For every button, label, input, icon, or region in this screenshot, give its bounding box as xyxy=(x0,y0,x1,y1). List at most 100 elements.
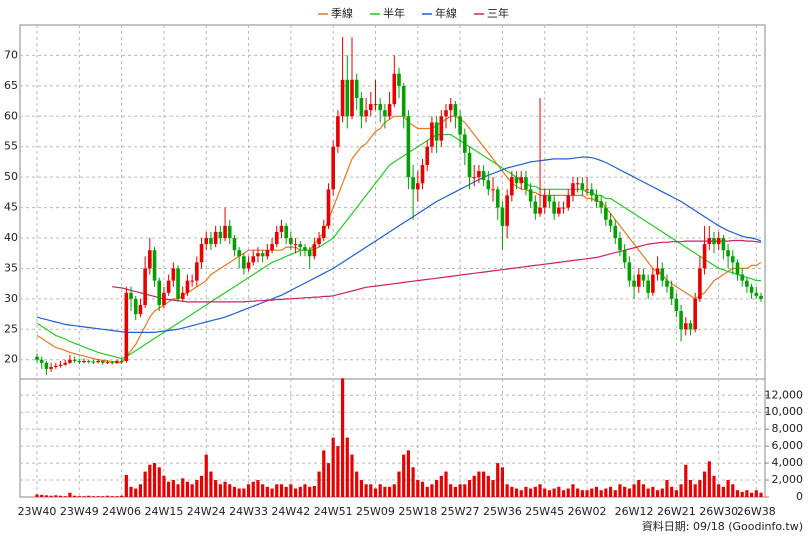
volume-bar xyxy=(486,475,490,497)
volume-bar xyxy=(298,486,302,497)
candle-body xyxy=(745,280,749,287)
candle-body xyxy=(392,73,397,105)
volume-bar xyxy=(547,490,552,497)
candle-body xyxy=(138,304,143,315)
y2-tick-label: 0 xyxy=(796,490,803,503)
volume-bar xyxy=(519,490,523,497)
candle-body xyxy=(688,323,693,330)
candle-body xyxy=(655,268,660,275)
y-tick-label: 40 xyxy=(4,231,18,244)
volume-bar xyxy=(566,488,570,497)
candle-body xyxy=(406,116,411,178)
volume-bar xyxy=(44,495,49,497)
volume-bar xyxy=(707,461,711,497)
volume-bar xyxy=(383,486,387,497)
volume-bar xyxy=(514,488,519,497)
candle-body xyxy=(467,152,472,178)
candle-body xyxy=(68,359,72,363)
volume-bar xyxy=(665,480,669,497)
volume-bar xyxy=(308,486,312,497)
candle-body xyxy=(54,365,58,368)
volume-bar xyxy=(749,492,754,497)
candle-body xyxy=(411,177,415,190)
x-tick-label: 26W30 xyxy=(699,505,738,518)
volume-bar xyxy=(416,480,420,497)
volume-bar xyxy=(613,490,617,497)
volume-bar xyxy=(463,484,467,497)
volume-bar xyxy=(171,480,175,497)
candle-body xyxy=(604,207,608,220)
candle-body xyxy=(401,85,406,117)
volume-bar xyxy=(500,467,505,497)
volume-bar xyxy=(326,463,331,497)
candle-body xyxy=(279,225,284,232)
volume-bar xyxy=(590,488,594,497)
candle-body xyxy=(627,262,632,281)
volume-bar xyxy=(331,437,335,497)
volume-bar xyxy=(289,484,293,497)
candle-body xyxy=(585,189,589,191)
volume-bar xyxy=(82,496,86,497)
volume-bar xyxy=(660,488,664,497)
candle-body xyxy=(608,219,613,226)
candle-body xyxy=(416,183,420,190)
y-tick-label: 65 xyxy=(4,79,18,92)
candle-body xyxy=(350,79,354,117)
candle-body xyxy=(148,250,152,269)
y-tick-label: 45 xyxy=(4,201,18,214)
candle-body xyxy=(542,195,547,208)
volume-bar xyxy=(576,488,580,497)
candle-body xyxy=(448,104,453,111)
volume-bar xyxy=(599,490,603,497)
volume-bar xyxy=(458,484,462,497)
volume-bar xyxy=(340,378,345,497)
volume-bar xyxy=(726,480,730,497)
volume-bar xyxy=(49,495,53,497)
volume-bar xyxy=(275,484,279,497)
candle-body xyxy=(547,195,552,202)
x-tick-label: 23W40 xyxy=(18,505,57,518)
candle-body xyxy=(72,359,77,361)
candle-body xyxy=(58,364,63,366)
volume-bar xyxy=(293,488,298,497)
candle-body xyxy=(514,177,519,184)
candle-body xyxy=(707,238,712,245)
volume-bar xyxy=(190,484,194,497)
volume-bar xyxy=(96,496,100,497)
candle-body xyxy=(641,274,646,281)
candle-body xyxy=(152,250,157,281)
volume-bar xyxy=(312,485,316,497)
ma-line xyxy=(112,239,762,303)
volume-bar xyxy=(604,488,608,497)
volume-bar xyxy=(402,454,406,497)
volume-bar xyxy=(679,484,683,497)
candle-body xyxy=(397,73,401,86)
candle-body xyxy=(129,292,133,299)
volume-bar xyxy=(359,480,363,497)
x-tick-label: 26W12 xyxy=(615,505,654,518)
volume-bar xyxy=(406,450,411,497)
candle-body xyxy=(82,360,86,363)
candle-body xyxy=(669,286,674,299)
volume-bar xyxy=(477,471,481,497)
volume-bar xyxy=(646,488,650,497)
candle-body xyxy=(378,104,382,111)
volume-bar xyxy=(218,484,222,497)
candle-body xyxy=(439,116,444,141)
volume-bar xyxy=(214,480,218,497)
volume-bar xyxy=(369,484,373,497)
x-tick-label: 24W24 xyxy=(187,505,226,518)
candle-body xyxy=(242,256,246,269)
candle-body xyxy=(180,292,185,299)
volume-bar xyxy=(246,484,251,497)
volume-bar xyxy=(655,490,660,497)
candle-body xyxy=(110,362,115,364)
volume-bar xyxy=(148,464,152,497)
candle-body xyxy=(166,280,171,293)
candle-body xyxy=(712,238,716,245)
volume-bar xyxy=(491,480,495,497)
volume-bar xyxy=(482,471,486,497)
candle-body xyxy=(307,250,312,257)
x-tick-label: 24W33 xyxy=(229,505,268,518)
candle-body xyxy=(721,238,726,251)
